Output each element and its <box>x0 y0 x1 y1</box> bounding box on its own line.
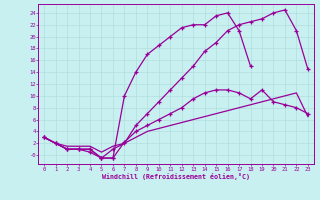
X-axis label: Windchill (Refroidissement éolien,°C): Windchill (Refroidissement éolien,°C) <box>102 173 250 180</box>
